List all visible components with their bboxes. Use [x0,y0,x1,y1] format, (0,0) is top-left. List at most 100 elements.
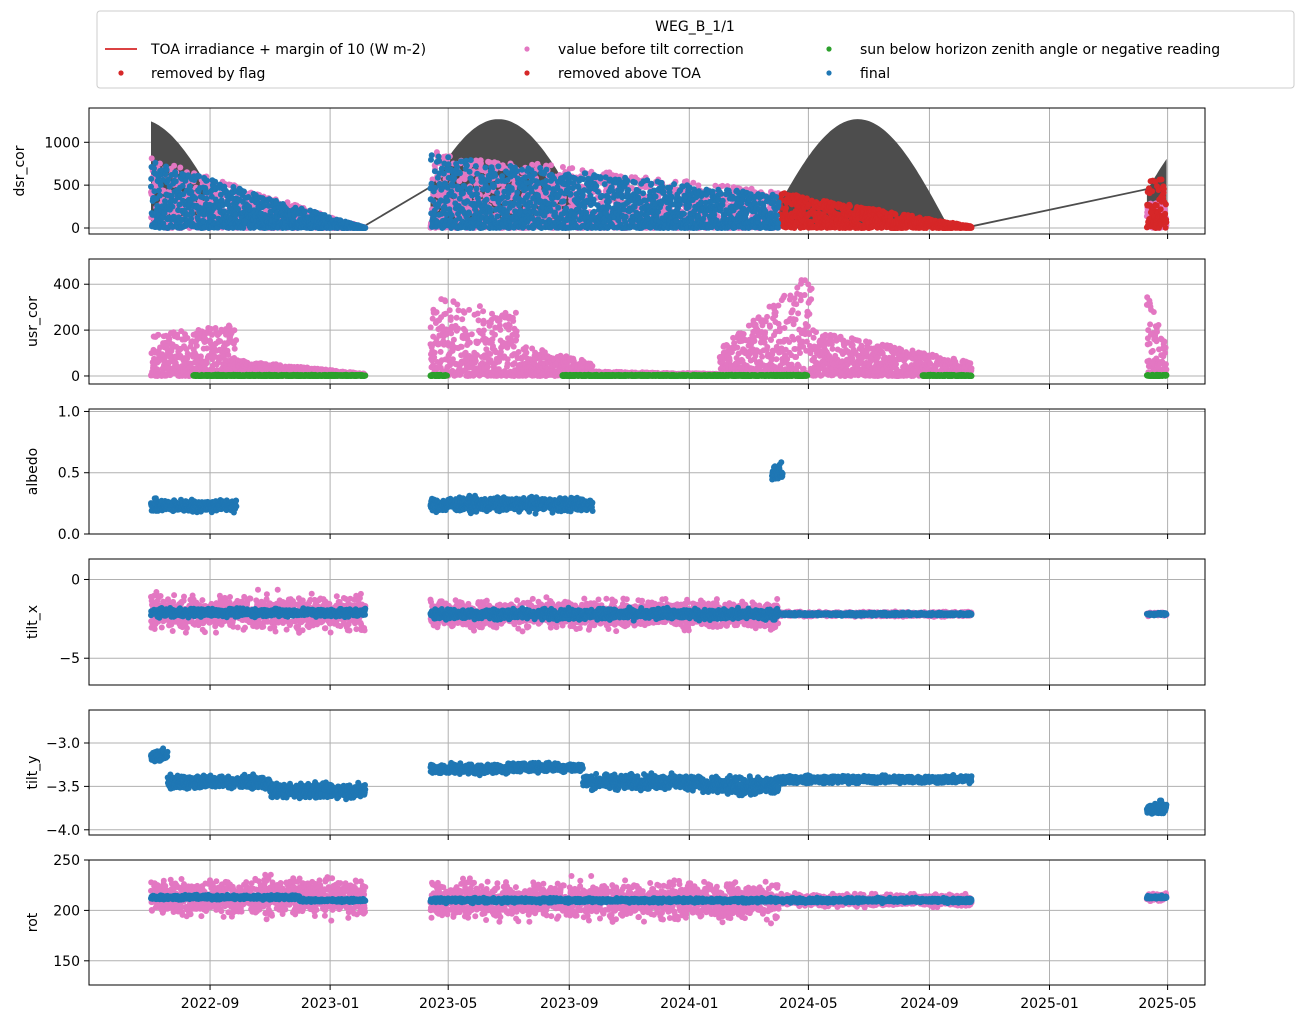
data-point [152,160,158,166]
data-point [177,165,183,171]
legend-label-removed-above-toa: removed above TOA [558,66,701,82]
data-point [1159,177,1165,183]
data-point [1161,186,1167,192]
data-point [543,167,549,173]
data-point [241,189,247,195]
data-point [969,225,975,231]
data-point [148,176,154,182]
data-point [519,167,525,173]
data-point [1163,201,1169,207]
plot-area [89,108,1205,234]
legend-label-value-before-tilt: value before tilt correction [558,42,744,58]
data-point [204,178,210,184]
data-point [449,212,455,218]
data-point [632,180,638,186]
data-point [1162,211,1168,217]
data-point [606,198,612,204]
data-point [169,204,175,210]
data-point [487,209,493,215]
data-point [1158,206,1164,212]
data-point [464,163,470,169]
data-point [187,183,193,189]
data-point [499,173,505,179]
data-point [189,211,195,217]
data-point [492,173,498,179]
legend-title: WEG_B_1/1 [655,19,735,35]
data-point [446,161,452,167]
data-point [468,157,474,163]
data-point [623,214,629,220]
series-blue [148,152,782,231]
data-point [302,209,308,215]
data-point [180,183,186,189]
data-point [625,187,631,193]
data-point [429,152,435,158]
data-point [156,188,162,194]
data-point [1163,225,1169,231]
legend: WEG_B_1/1 TOA irradiance + margin of 10 … [97,11,1294,88]
data-point [171,163,177,169]
legend-label-toa: TOA irradiance + margin of 10 (W m-2) [150,42,426,58]
data-point [563,205,569,211]
data-point [467,185,473,191]
data-point [211,214,217,220]
data-point [467,169,473,175]
data-point [514,190,520,196]
legend-marker-removed-above-toa [524,70,529,75]
legend-marker-sun-below-horizon [826,46,831,51]
data-point [436,158,442,164]
data-point [484,197,490,203]
data-point [473,163,479,169]
data-point [561,198,567,204]
legend-label-sun-below-horizon: sun below horizon zenith angle or negati… [860,42,1220,58]
data-point [593,183,599,189]
data-point [690,180,696,186]
legend-label-removed-by-flag: removed by flag [151,66,265,82]
data-point [482,165,488,171]
data-point [196,173,202,179]
data-point [164,167,170,173]
data-point [157,193,163,199]
legend-marker-final [826,70,831,75]
data-point [173,178,179,184]
data-point [362,225,368,231]
data-point [221,208,227,214]
data-point [847,203,853,209]
data-point [495,163,501,169]
data-point [1149,188,1155,194]
data-point [445,154,451,160]
data-point [451,193,457,199]
data-point [474,186,480,192]
data-point [491,183,497,189]
data-point [494,190,500,196]
data-point [192,195,198,201]
data-point [173,172,179,178]
panels: 05001000dsr_cor0200400usr_cor0.00.51.0al… [12,108,1205,1012]
data-point [548,162,554,168]
data-point [783,205,789,211]
data-point [532,203,538,209]
data-point [555,205,561,211]
data-point [158,182,164,188]
data-point [568,191,574,197]
legend-label-final: final [860,66,890,82]
data-point [457,170,463,176]
data-point [445,198,451,204]
data-point [509,187,515,193]
data-point [494,213,500,219]
data-point [624,178,630,184]
data-point [454,164,460,170]
data-point [1163,219,1169,225]
data-point [569,165,575,171]
data-point [582,170,588,176]
data-point [469,178,475,184]
data-point [532,171,538,177]
data-point [466,211,472,217]
data-point [204,196,210,202]
data-point [598,176,604,182]
legend-marker-value-before-tilt [524,46,529,51]
legend-marker-removed-by-flag [118,70,123,75]
